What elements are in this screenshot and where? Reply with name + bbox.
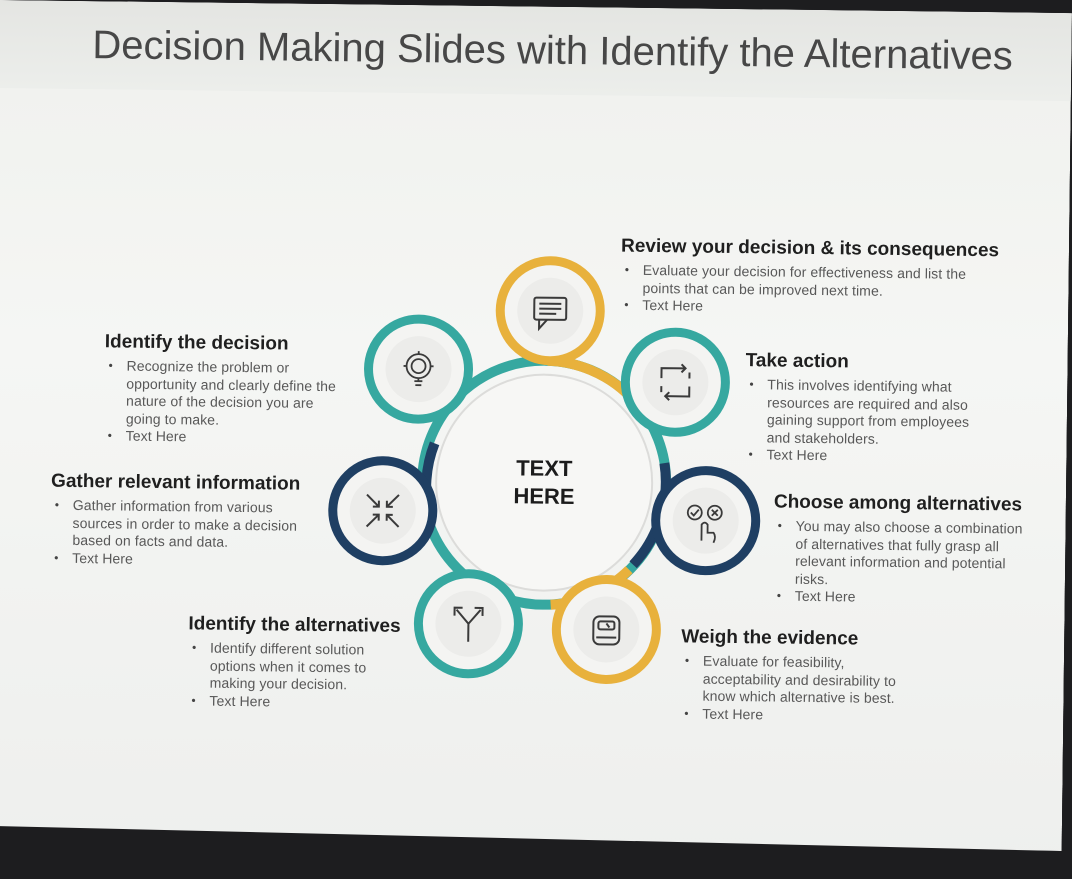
bullet-item: You may also choose a combination of alt… bbox=[773, 517, 1024, 590]
bullet-item: Evaluate for feasibility, acceptability … bbox=[680, 652, 913, 707]
node-identify-decision bbox=[368, 319, 469, 420]
center-label-line2: HERE bbox=[489, 482, 599, 511]
bullet-item: Text Here bbox=[680, 705, 912, 725]
step-gather: Gather relevant information Gather infor… bbox=[50, 471, 313, 570]
bullet-list: Identify different solution options when… bbox=[187, 639, 400, 712]
center-label: TEXT HERE bbox=[489, 454, 600, 511]
bullet-list: Evaluate for feasibility, acceptability … bbox=[680, 652, 913, 725]
bullet-list: Recognize the problem or opportunity and… bbox=[104, 357, 337, 447]
bullet-item: Recognize the problem or opportunity and… bbox=[104, 357, 337, 430]
node-gather bbox=[332, 460, 433, 561]
bullet-item: Text Here bbox=[50, 549, 312, 570]
bullet-item: Text Here bbox=[187, 692, 399, 712]
node-choose bbox=[655, 470, 756, 571]
bullet-item: Gather information from various sources … bbox=[50, 497, 313, 553]
bullet-list: You may also choose a combination of alt… bbox=[773, 517, 1024, 608]
bullet-item: Evaluate your decision for effectiveness… bbox=[620, 262, 1005, 302]
step-review: Review your decision & its consequences … bbox=[620, 236, 1006, 319]
step-heading: Choose among alternatives bbox=[774, 491, 1024, 516]
bullet-list: Gather information from various sources … bbox=[50, 497, 313, 570]
step-take-action: Take action This involves identifying wh… bbox=[744, 350, 983, 466]
step-heading: Take action bbox=[746, 350, 984, 375]
bullet-list: This involves identifying what resources… bbox=[744, 376, 983, 466]
step-heading: Gather relevant information bbox=[51, 471, 313, 496]
step-identify-decision: Identify the decision Recognize the prob… bbox=[104, 331, 337, 447]
bullet-list: Evaluate your decision for effectiveness… bbox=[620, 262, 1006, 319]
step-identify-alternatives: Identify the alternatives Identify diffe… bbox=[187, 613, 400, 712]
center-label-line1: TEXT bbox=[489, 454, 599, 483]
step-heading: Review your decision & its consequences bbox=[621, 236, 1006, 263]
bullet-item: This involves identifying what resources… bbox=[745, 376, 984, 449]
step-heading: Weigh the evidence bbox=[681, 626, 913, 651]
step-heading: Identify the decision bbox=[105, 331, 337, 356]
step-choose: Choose among alternatives You may also c… bbox=[773, 491, 1024, 608]
node-review bbox=[500, 260, 601, 361]
step-weigh: Weigh the evidence Evaluate for feasibil… bbox=[680, 626, 913, 725]
node-take-action bbox=[625, 332, 726, 433]
bullet-item: Text Here bbox=[744, 446, 982, 466]
bullet-item: Text Here bbox=[773, 587, 1023, 608]
step-heading: Identify the alternatives bbox=[188, 613, 400, 638]
bullet-item: Text Here bbox=[104, 427, 336, 447]
bullet-item: Identify different solution options when… bbox=[188, 639, 401, 694]
